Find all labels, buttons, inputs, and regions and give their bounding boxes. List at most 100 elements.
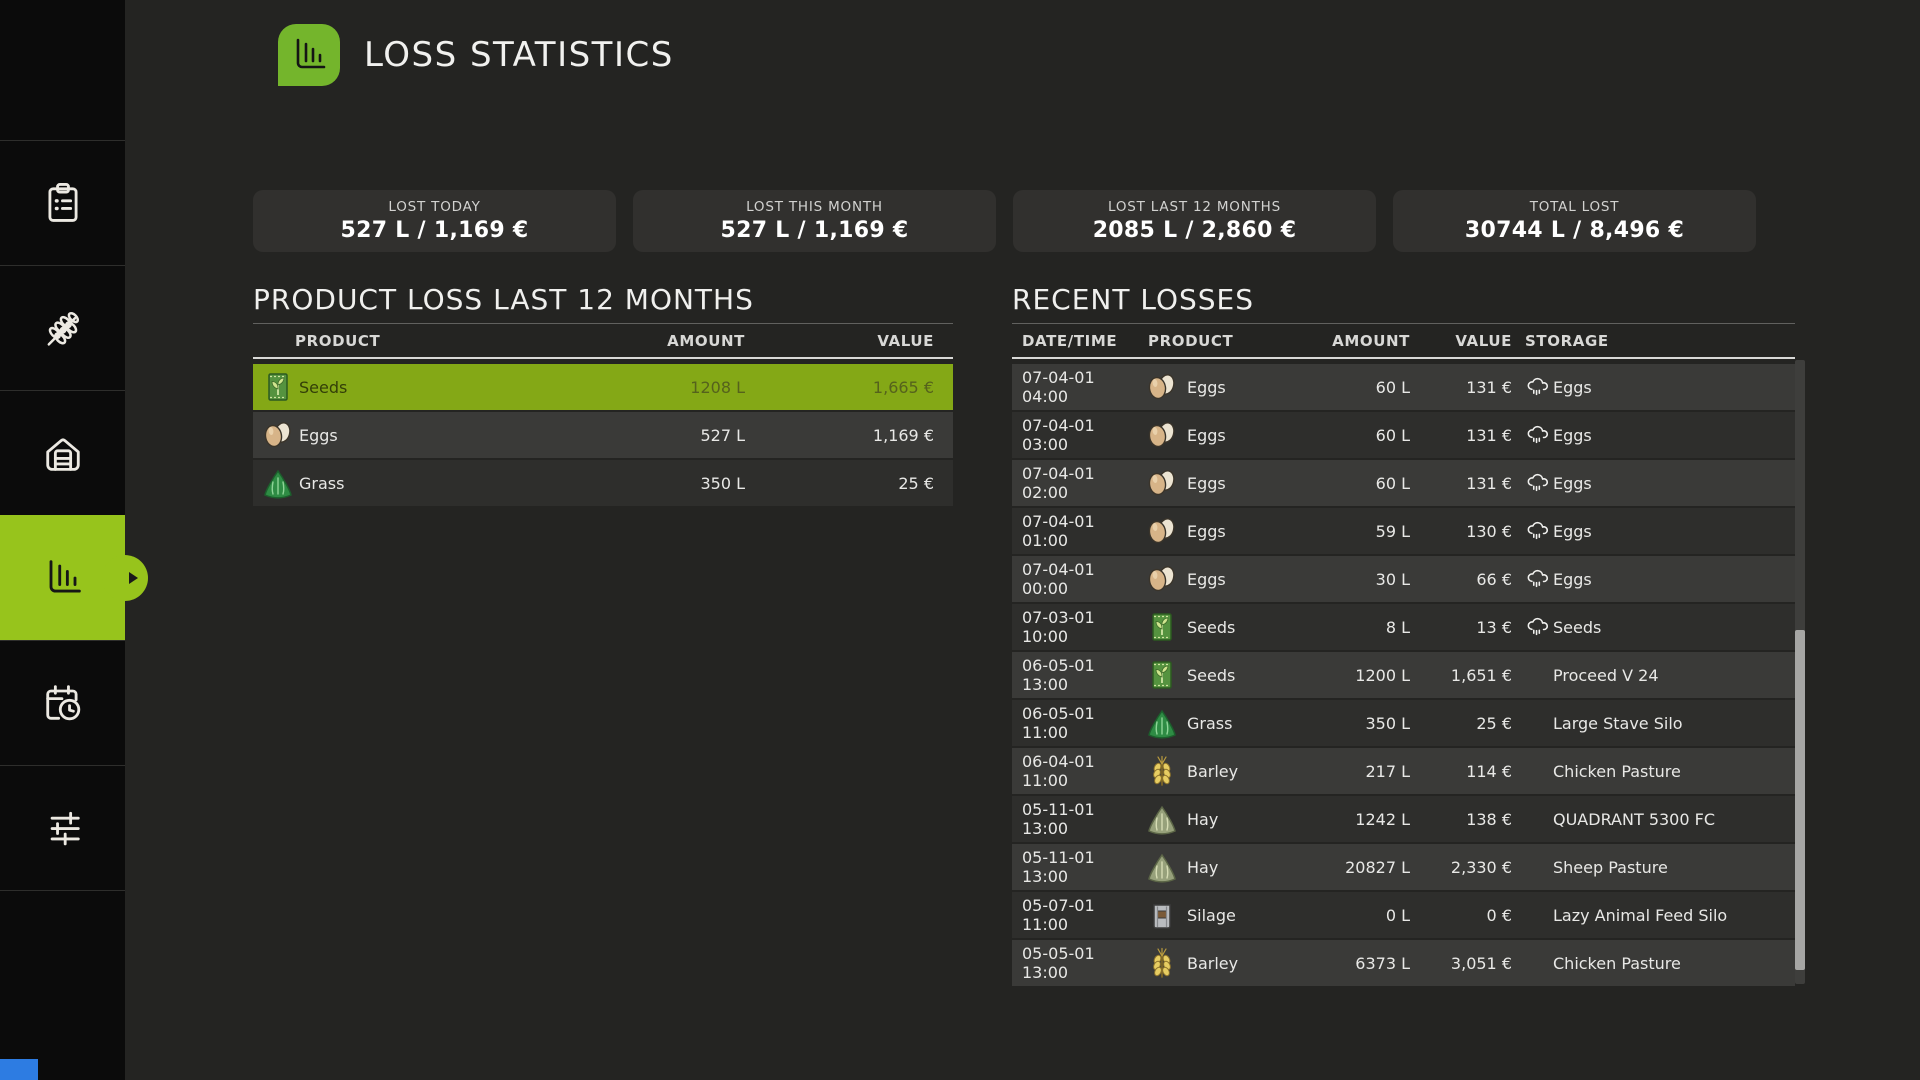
product-value: 1,169 € (872, 425, 934, 445)
product-loss-rows: Seeds 1208 L 1,665 € Eggs 527 L 1,169 € Grass 3… (253, 364, 953, 506)
recent-loss-row[interactable]: 06-04-01 11:00 Barley 217 L 114 € Chicken Pa… (1012, 748, 1795, 794)
loss-storage-cell: Eggs (1512, 567, 1795, 591)
product-amount: 1208 L (690, 377, 745, 397)
product-loss-row[interactable]: Eggs 527 L 1,169 € (253, 412, 953, 458)
loss-product-name: Grass (1187, 713, 1233, 733)
sidebar-item-settings[interactable] (0, 765, 125, 891)
loss-product-cell: Barley (1135, 946, 1315, 980)
loss-storage-name: Chicken Pasture (1553, 761, 1681, 781)
hay-icon (1145, 802, 1179, 836)
sidebar (0, 0, 148, 1080)
recent-loss-row[interactable]: 06-05-01 13:00 Seeds 1200 L 1,651 € Proceed … (1012, 652, 1795, 698)
rain-icon (1525, 567, 1553, 591)
recent-loss-row[interactable]: 07-04-01 03:00 Eggs 60 L 131 € Eggs (1012, 412, 1795, 458)
loss-amount: 217 L (1365, 761, 1410, 781)
column-header-product: PRODUCT (1148, 331, 1234, 350)
product-value: 1,665 € (872, 377, 934, 397)
recent-loss-row[interactable]: 07-04-01 01:00 Eggs 59 L 130 € Eggs (1012, 508, 1795, 554)
recent-loss-row[interactable]: 05-11-01 13:00 Hay 20827 L 2,330 € Sheep Pas… (1012, 844, 1795, 890)
loss-storage-cell: Chicken Pasture (1512, 954, 1795, 973)
loss-datetime: 05-07-01 11:00 (1022, 896, 1095, 934)
loss-storage-cell: Eggs (1512, 519, 1795, 543)
stat-card-2: LOST LAST 12 MONTHS 2085 L / 2,860 € (1013, 190, 1376, 252)
egg-icon (1145, 370, 1179, 404)
recent-loss-row[interactable]: 06-05-01 11:00 Grass 350 L 25 € Large Stave … (1012, 700, 1795, 746)
recent-loss-row[interactable]: 05-07-01 11:00 Silage 0 L 0 € Lazy Animal Fe… (1012, 892, 1795, 938)
product-name: Seeds (299, 377, 348, 397)
loss-storage-name: Lazy Animal Feed Silo (1553, 905, 1728, 925)
recent-loss-row[interactable]: 05-05-01 13:00 Barley 6373 L 3,051 € Chicken… (1012, 940, 1795, 986)
page-header: LOSS STATISTICS (278, 24, 674, 86)
column-header-storage: STORAGE (1525, 331, 1609, 350)
recent-loss-row[interactable]: 07-04-01 00:00 Eggs 30 L 66 € Eggs (1012, 556, 1795, 602)
loss-storage-name: Sheep Pasture (1553, 857, 1668, 877)
stat-card-value: 527 L / 1,169 € (720, 218, 909, 243)
loss-amount: 30 L (1375, 569, 1410, 589)
loss-storage-name: Eggs (1553, 473, 1592, 493)
loss-product-name: Hay (1187, 809, 1219, 829)
loss-value: 1,651 € (1450, 665, 1512, 685)
loss-storage-name: Chicken Pasture (1553, 953, 1681, 973)
loss-amount: 1242 L (1355, 809, 1410, 829)
loss-product-name: Eggs (1187, 425, 1226, 445)
recent-loss-row[interactable]: 07-04-01 04:00 Eggs 60 L 131 € Eggs (1012, 364, 1795, 410)
product-name: Eggs (299, 425, 338, 445)
loss-value: 131 € (1466, 473, 1512, 493)
barley-icon (1145, 754, 1179, 788)
product-loss-row[interactable]: Grass 350 L 25 € (253, 460, 953, 506)
recent-loss-row[interactable]: 05-11-01 13:00 Hay 1242 L 138 € QUADRANT 530… (1012, 796, 1795, 842)
sidebar-item-wheat[interactable] (0, 265, 125, 390)
loss-storage-name: Eggs (1553, 425, 1592, 445)
grass-icon (261, 466, 299, 500)
loss-storage-cell: Sheep Pasture (1512, 858, 1795, 877)
product-amount: 527 L (700, 425, 745, 445)
loss-product-name: Eggs (1187, 569, 1226, 589)
product-loss-panel: PRODUCT LOSS LAST 12 MONTHS PRODUCT AMOUN… (253, 283, 953, 508)
loss-product-cell: Eggs (1135, 514, 1315, 548)
loss-datetime: 05-11-01 13:00 (1022, 848, 1095, 886)
silage-icon (1145, 898, 1179, 932)
product-icon-cell (253, 418, 299, 452)
product-icon-cell (253, 466, 299, 500)
loss-product-cell: Barley (1135, 754, 1315, 788)
recent-loss-row[interactable]: 07-04-01 02:00 Eggs 60 L 131 € Eggs (1012, 460, 1795, 506)
product-loss-row[interactable]: Seeds 1208 L 1,665 € (253, 364, 953, 410)
product-value: 25 € (898, 473, 934, 493)
scrollbar-thumb[interactable] (1795, 630, 1805, 970)
stat-card-value: 30744 L / 8,496 € (1464, 218, 1685, 243)
sidebar-item-barn[interactable] (0, 390, 125, 515)
loss-amount: 0 L (1385, 905, 1410, 925)
loss-amount: 60 L (1375, 473, 1410, 493)
loss-product-name: Silage (1187, 905, 1236, 925)
page-title: LOSS STATISTICS (364, 35, 674, 75)
loss-product-cell: Seeds (1135, 610, 1315, 644)
loss-storage-name: Seeds (1553, 617, 1602, 637)
loss-product-cell: Eggs (1135, 466, 1315, 500)
loss-value: 3,051 € (1450, 953, 1512, 973)
stat-card-label: LOST LAST 12 MONTHS (1108, 199, 1281, 215)
loss-storage-name: Large Stave Silo (1553, 713, 1683, 733)
loss-value: 2,330 € (1450, 857, 1512, 877)
loss-product-name: Hay (1187, 857, 1219, 877)
selected-tab-arrow-icon (129, 572, 138, 584)
loss-product-name: Seeds (1187, 617, 1236, 637)
loss-storage-cell: Large Stave Silo (1512, 714, 1795, 733)
loss-storage-name: Proceed V 24 (1553, 665, 1659, 685)
loss-product-name: Eggs (1187, 377, 1226, 397)
recent-loss-row[interactable]: 07-03-01 10:00 Seeds 8 L 13 € Seeds (1012, 604, 1795, 650)
loss-storage-cell: Chicken Pasture (1512, 762, 1795, 781)
recent-losses-scrollbar[interactable] (1795, 360, 1805, 984)
sidebar-item-statistics[interactable] (0, 515, 148, 640)
loss-datetime: 06-05-01 11:00 (1022, 704, 1095, 742)
column-header-date-time: DATE/TIME (1022, 331, 1118, 350)
loss-product-cell: Eggs (1135, 418, 1315, 452)
sidebar-item-clipboard[interactable] (0, 140, 125, 265)
loss-value: 138 € (1466, 809, 1512, 829)
column-header-value: VALUE (1455, 331, 1512, 350)
loss-product-cell: Grass (1135, 706, 1315, 740)
loss-storage-cell: Eggs (1512, 423, 1795, 447)
loss-datetime: 05-11-01 13:00 (1022, 800, 1095, 838)
loss-amount: 6373 L (1355, 953, 1410, 973)
loss-product-cell: Hay (1135, 850, 1315, 884)
sidebar-item-calendar[interactable] (0, 640, 125, 765)
